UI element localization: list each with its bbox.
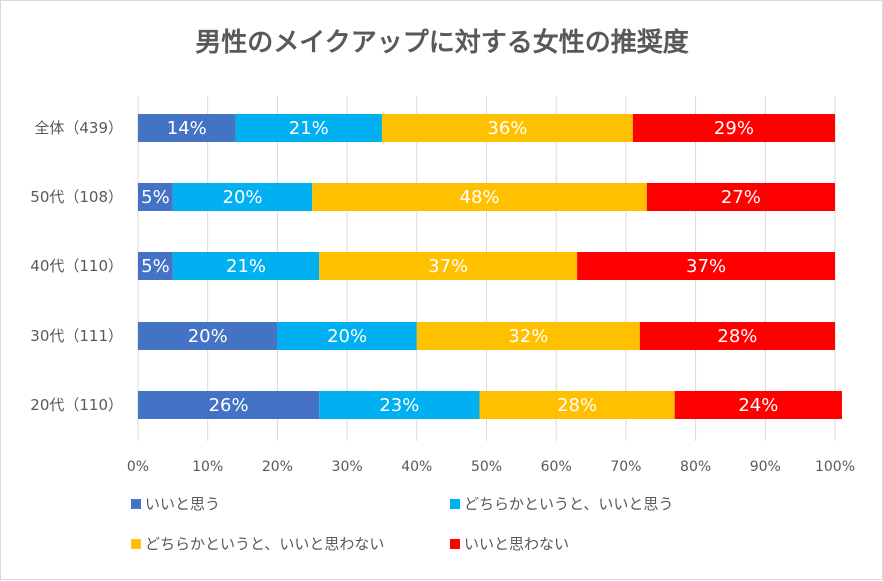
bar-segment — [319, 391, 480, 419]
category-label: 20代（110） — [30, 396, 123, 414]
x-tick-label: 60% — [541, 459, 572, 475]
category-label: 40代（110） — [30, 257, 123, 275]
data-label: 20% — [223, 187, 263, 208]
bar-segment — [646, 183, 835, 211]
data-label: 5% — [141, 256, 170, 277]
bar-segment — [138, 114, 236, 142]
bar-segment — [138, 252, 173, 280]
x-tick-label: 90% — [750, 459, 781, 475]
legend-swatch — [131, 499, 141, 509]
bar-segment — [277, 322, 417, 350]
data-label: 21% — [289, 118, 329, 139]
x-tick-label: 100% — [815, 459, 855, 475]
legend-swatch — [131, 539, 141, 549]
bar-segment — [138, 322, 278, 350]
chart-title: 男性のメイクアップに対する女性の推奨度 — [195, 27, 688, 58]
x-tick-label: 10% — [192, 459, 223, 475]
legend-label: どちらかというと、いいと思わない — [145, 535, 384, 553]
data-label: 26% — [209, 395, 249, 416]
bar-segment — [172, 183, 313, 211]
x-tick-label: 70% — [610, 459, 641, 475]
x-tick-label: 20% — [262, 459, 293, 475]
legend-swatch — [450, 539, 460, 549]
data-label: 37% — [686, 256, 726, 277]
data-label: 24% — [738, 395, 778, 416]
bar-segment — [235, 114, 382, 142]
data-label: 21% — [226, 256, 266, 277]
category-label: 全体（439） — [34, 119, 123, 137]
legend-label: どちらかというと、いいと思う — [464, 495, 673, 513]
bar-segment — [674, 391, 842, 419]
data-label: 20% — [327, 326, 367, 347]
bar-segment — [172, 252, 320, 280]
x-tick-label: 0% — [127, 459, 149, 475]
data-label: 28% — [557, 395, 597, 416]
x-axis-ticks: 0% 10% 20% 30% 40% 50% 60% 70% 80% 90% 100% — [127, 459, 855, 475]
legend-label: いいと思う — [145, 495, 220, 513]
category-labels: 全体（439） 50代（108） 40代（110） 30代（111） 20代（110） — [30, 119, 123, 414]
data-label: 48% — [460, 187, 500, 208]
data-label: 36% — [487, 118, 527, 139]
category-label: 30代（111） — [30, 327, 123, 345]
x-tick-label: 40% — [401, 459, 432, 475]
data-label: 27% — [721, 187, 761, 208]
data-label: 23% — [379, 395, 419, 416]
x-tick-label: 50% — [471, 459, 502, 475]
data-label: 32% — [508, 326, 548, 347]
bar-segment — [319, 252, 578, 280]
bar-segment — [639, 322, 835, 350]
x-tick-label: 80% — [680, 459, 711, 475]
bars: 14% 21% 36% 29% 5% 20% 48% 27% 5% 21% 37% 37% 20% 20%… — [138, 114, 842, 419]
bar-segment — [138, 183, 173, 211]
bar-segment — [312, 183, 647, 211]
data-label: 37% — [428, 256, 468, 277]
data-label: 5% — [141, 187, 170, 208]
bar-segment — [577, 252, 835, 280]
data-label: 28% — [717, 326, 757, 347]
data-label: 29% — [714, 118, 754, 139]
category-label: 50代（108） — [30, 188, 123, 206]
data-label: 20% — [188, 326, 228, 347]
bar-segment — [381, 114, 633, 142]
bar-segment — [632, 114, 835, 142]
data-label: 14% — [167, 118, 207, 139]
bar-segment — [416, 322, 640, 350]
bar-segment — [479, 391, 675, 419]
bar-segment — [138, 391, 320, 419]
legend-label: いいと思わない — [464, 535, 569, 553]
x-tick-label: 30% — [332, 459, 363, 475]
legend-swatch — [450, 499, 460, 509]
